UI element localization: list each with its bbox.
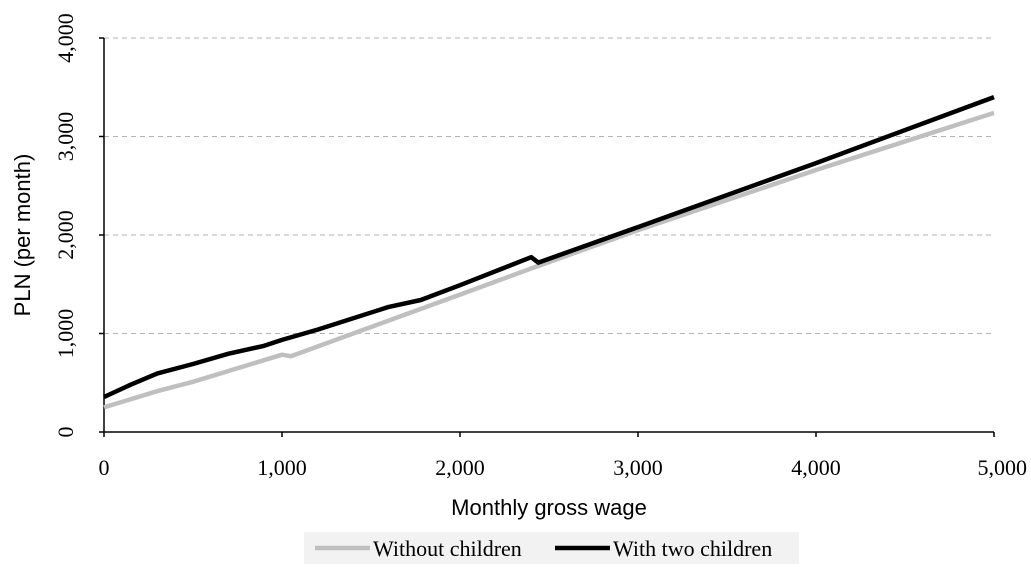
series-line-0	[103, 110, 995, 410]
ticks: 0 1,000 2,000 3,000 4,000 0 1,000 2,000 3,000 4,0…	[53, 13, 1027, 480]
x-tick-label-3: 3,000	[613, 455, 663, 480]
x-axis-title: Monthly gross wage	[451, 495, 647, 520]
y-tick-label-2: 2,000	[53, 210, 78, 260]
y-tick-label-1: 1,000	[53, 309, 78, 359]
gridlines	[104, 37, 994, 334]
series-lines	[103, 94, 995, 410]
y-axis-title: PLN (per month)	[10, 154, 35, 317]
y-tick-label-4: 4,000	[53, 13, 78, 63]
x-tick-label-4: 4,000	[791, 455, 841, 480]
legend-label-with-two-children: With two children	[613, 536, 772, 561]
legend: Without children With two children	[304, 532, 799, 564]
legend-label-without-children: Without children	[373, 536, 522, 561]
y-tick-label-3: 3,000	[53, 112, 78, 162]
x-tick-label-0: 0	[99, 455, 110, 480]
x-tick-label-5: 5,000	[978, 455, 1028, 480]
x-tick-label-1: 1,000	[257, 455, 307, 480]
x-tick-label-2: 2,000	[435, 455, 485, 480]
y-tick-label-0: 0	[53, 427, 78, 438]
series-line-1	[103, 94, 995, 400]
legend-box	[304, 532, 799, 564]
